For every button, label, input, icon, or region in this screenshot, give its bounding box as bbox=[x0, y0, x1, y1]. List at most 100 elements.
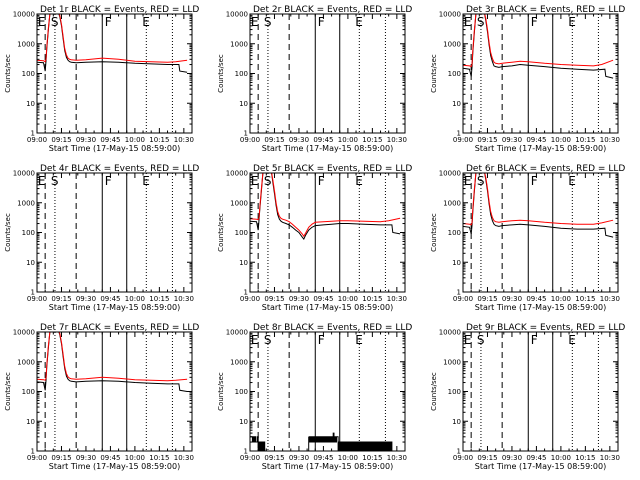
x-tick-label: 09:15 bbox=[51, 454, 71, 462]
x-tick-label: 09:30 bbox=[502, 136, 522, 144]
y-axis-label: Counts/sec bbox=[4, 54, 12, 93]
x-tick-label: 10:30 bbox=[387, 454, 407, 462]
marker-letter: F bbox=[318, 174, 325, 188]
y-tick-label: 1 bbox=[244, 130, 248, 138]
x-tick-label: 09:00 bbox=[27, 295, 47, 303]
marker-letter: E bbox=[142, 174, 150, 188]
panel-title: Det 3r BLACK = Events, RED = LLD bbox=[466, 5, 625, 15]
x-tick-label: 10:30 bbox=[600, 295, 620, 303]
marker-letter: F bbox=[318, 333, 325, 347]
panel-title: Det 8r BLACK = Events, RED = LLD bbox=[253, 323, 412, 333]
y-tick-label: 100 bbox=[235, 70, 248, 78]
marker-letter: E bbox=[355, 15, 363, 29]
x-tick-label: 09:45 bbox=[313, 295, 333, 303]
y-tick-label: 1000 bbox=[443, 199, 461, 207]
x-tick-label: 10:15 bbox=[362, 136, 382, 144]
x-tick-label: 09:15 bbox=[264, 295, 284, 303]
x-tick-label: 10:15 bbox=[362, 454, 382, 462]
x-tick-label: 09:45 bbox=[100, 136, 120, 144]
plot-frame bbox=[462, 331, 619, 452]
marker-letter: E bbox=[355, 333, 363, 347]
series-group bbox=[37, 14, 188, 73]
x-tick-label: 09:00 bbox=[453, 454, 473, 462]
y-tick-label: 10000 bbox=[439, 329, 461, 337]
x-tick-label: 09:00 bbox=[453, 136, 473, 144]
series-group bbox=[250, 173, 401, 241]
y-tick-label: 10 bbox=[239, 100, 248, 108]
y-tick-label: 10 bbox=[26, 100, 35, 108]
series-events-line bbox=[463, 14, 614, 79]
y-tick-label: 100 bbox=[448, 70, 461, 78]
y-tick-label: 100 bbox=[22, 70, 35, 78]
x-tick-label: 10:00 bbox=[338, 454, 358, 462]
y-tick-label: 10000 bbox=[13, 11, 35, 19]
x-tick-label: 10:15 bbox=[149, 136, 169, 144]
series-events-line bbox=[37, 332, 188, 392]
marker-letter: E bbox=[568, 15, 576, 29]
y-tick-label: 10000 bbox=[439, 11, 461, 19]
y-axis-label: Counts/sec bbox=[430, 372, 438, 411]
x-tick-label: 09:00 bbox=[27, 136, 47, 144]
x-tick-label: 10:30 bbox=[174, 136, 194, 144]
y-axis-label: Counts/sec bbox=[217, 213, 225, 252]
y-tick-label: 1 bbox=[457, 130, 461, 138]
x-tick-label: 10:30 bbox=[600, 136, 620, 144]
marker-letter: S bbox=[264, 333, 272, 347]
x-tick-label: 09:15 bbox=[51, 136, 71, 144]
marker-letter: S bbox=[264, 15, 272, 29]
x-axis-label: Start Time (17-May-15 08:59:00) bbox=[49, 144, 180, 153]
panel-title: Det 4r BLACK = Events, RED = LLD bbox=[40, 164, 199, 174]
panel-title: Det 1r BLACK = Events, RED = LLD bbox=[40, 5, 199, 15]
series-group bbox=[463, 173, 614, 238]
y-tick-label: 1000 bbox=[17, 199, 35, 207]
series-lld-line bbox=[463, 14, 614, 68]
x-tick-label: 10:30 bbox=[600, 454, 620, 462]
panel-title: Det 7r BLACK = Events, RED = LLD bbox=[40, 323, 199, 333]
y-tick-label: 10000 bbox=[226, 329, 248, 337]
y-axis-label: Counts/sec bbox=[430, 213, 438, 252]
y-tick-label: 100 bbox=[448, 388, 461, 396]
x-tick-label: 09:00 bbox=[453, 295, 473, 303]
x-tick-label: 10:00 bbox=[551, 454, 571, 462]
x-tick-label: 10:00 bbox=[551, 136, 571, 144]
y-axis-label: Counts/sec bbox=[217, 372, 225, 411]
marker-letter: S bbox=[477, 174, 485, 188]
y-tick-label: 1 bbox=[457, 289, 461, 297]
x-tick-label: 09:45 bbox=[313, 136, 333, 144]
plot-frame bbox=[36, 172, 193, 293]
x-axis-label: Start Time (17-May-15 08:59:00) bbox=[475, 462, 606, 471]
y-tick-label: 100 bbox=[448, 229, 461, 237]
y-tick-label: 100 bbox=[22, 229, 35, 237]
y-tick-label: 10 bbox=[239, 418, 248, 426]
x-tick-label: 09:15 bbox=[264, 136, 284, 144]
x-tick-label: 09:30 bbox=[289, 136, 309, 144]
y-axis-label: Counts/sec bbox=[4, 213, 12, 252]
x-tick-label: 09:45 bbox=[313, 454, 333, 462]
marker-letter: E bbox=[464, 333, 472, 347]
x-axis-label: Start Time (17-May-15 08:59:00) bbox=[262, 303, 393, 312]
series-events-line bbox=[250, 432, 393, 451]
marker-letter: F bbox=[105, 174, 112, 188]
marker-letter: E bbox=[251, 333, 259, 347]
panel-det-7: 1 10 100 1000 10000 09:00 09:15 09:30 09:45 10:00… bbox=[4, 323, 199, 471]
marker-letter: E bbox=[568, 174, 576, 188]
y-tick-label: 10 bbox=[26, 418, 35, 426]
y-tick-label: 10000 bbox=[13, 170, 35, 178]
x-tick-label: 10:15 bbox=[575, 295, 595, 303]
x-tick-label: 09:15 bbox=[477, 454, 497, 462]
x-tick-label: 09:00 bbox=[240, 454, 260, 462]
x-axis-label: Start Time (17-May-15 08:59:00) bbox=[262, 144, 393, 153]
x-tick-label: 09:00 bbox=[27, 454, 47, 462]
x-tick-label: 09:30 bbox=[502, 454, 522, 462]
marker-letter: F bbox=[318, 15, 325, 29]
marker-letter: S bbox=[477, 15, 485, 29]
marker-letter: E bbox=[251, 15, 259, 29]
x-axis-label: Start Time (17-May-15 08:59:00) bbox=[475, 303, 606, 312]
